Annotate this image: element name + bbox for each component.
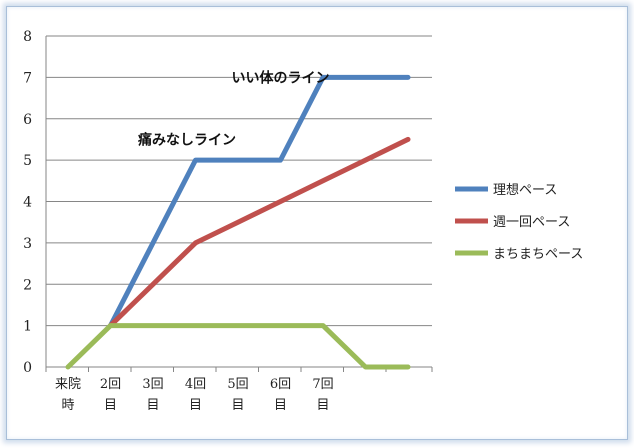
y-tick-label: 6 bbox=[23, 112, 32, 128]
x-tick-label: 5回 bbox=[227, 377, 248, 392]
x-tick-label: 目 bbox=[189, 398, 202, 413]
legend-label: 週一回ペース bbox=[493, 215, 570, 230]
x-tick-label: 3回 bbox=[142, 377, 163, 392]
series-lines bbox=[65, 74, 411, 370]
x-tick-label: 目 bbox=[146, 398, 159, 413]
y-tick-label: 4 bbox=[23, 195, 32, 211]
series-line bbox=[108, 74, 411, 329]
series-line bbox=[108, 136, 411, 329]
y-tick-labels: 0 1 2 3 4 5 6 7 8 bbox=[23, 29, 32, 376]
axes bbox=[45, 36, 433, 372]
x-tick-label: 6回 bbox=[270, 377, 291, 392]
legend-label: まちまちペース bbox=[493, 247, 583, 262]
y-tick-label: 1 bbox=[23, 319, 32, 335]
y-tick-label: 0 bbox=[23, 360, 32, 376]
annotation-label: いい体のライン bbox=[232, 69, 330, 86]
x-tick-label: 時 bbox=[61, 398, 74, 413]
y-tick-label: 5 bbox=[23, 153, 32, 169]
x-tick-label: 4回 bbox=[185, 377, 206, 392]
series-line bbox=[65, 323, 411, 370]
x-tick-label: 目 bbox=[104, 398, 117, 413]
x-tick-label: 7回 bbox=[312, 377, 333, 392]
x-tick-label: 目 bbox=[316, 398, 329, 413]
y-tick-label: 2 bbox=[23, 277, 32, 293]
y-tick-label: 3 bbox=[23, 236, 32, 252]
legend-label: 理想ペース bbox=[493, 182, 557, 198]
x-tick-label: 目 bbox=[274, 398, 287, 413]
chart-frame bbox=[6, 6, 628, 440]
annotations: 痛みなしライン いい体のライン bbox=[137, 69, 330, 148]
y-tick-label: 8 bbox=[23, 29, 32, 45]
x-tick-label: 2回 bbox=[100, 377, 121, 392]
y-tick-label: 7 bbox=[23, 70, 32, 86]
annotation-label: 痛みなしライン bbox=[137, 131, 236, 148]
x-tick-label: 目 bbox=[231, 398, 244, 413]
x-tick-label: 来院 bbox=[55, 377, 81, 392]
x-tick-labels: 来院時 2回目 3回目 4回目 5回目 6回目 7回目 bbox=[55, 377, 334, 413]
